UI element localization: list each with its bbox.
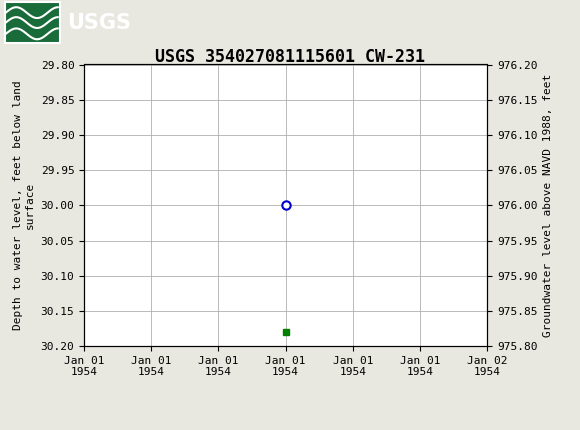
Text: USGS 354027081115601 CW-231: USGS 354027081115601 CW-231 [155, 48, 425, 66]
Y-axis label: Groundwater level above NAVD 1988, feet: Groundwater level above NAVD 1988, feet [543, 74, 553, 337]
Y-axis label: Depth to water level, feet below land
surface: Depth to water level, feet below land su… [13, 80, 35, 330]
Text: USGS: USGS [67, 12, 130, 33]
Bar [5, 2, 60, 43]
